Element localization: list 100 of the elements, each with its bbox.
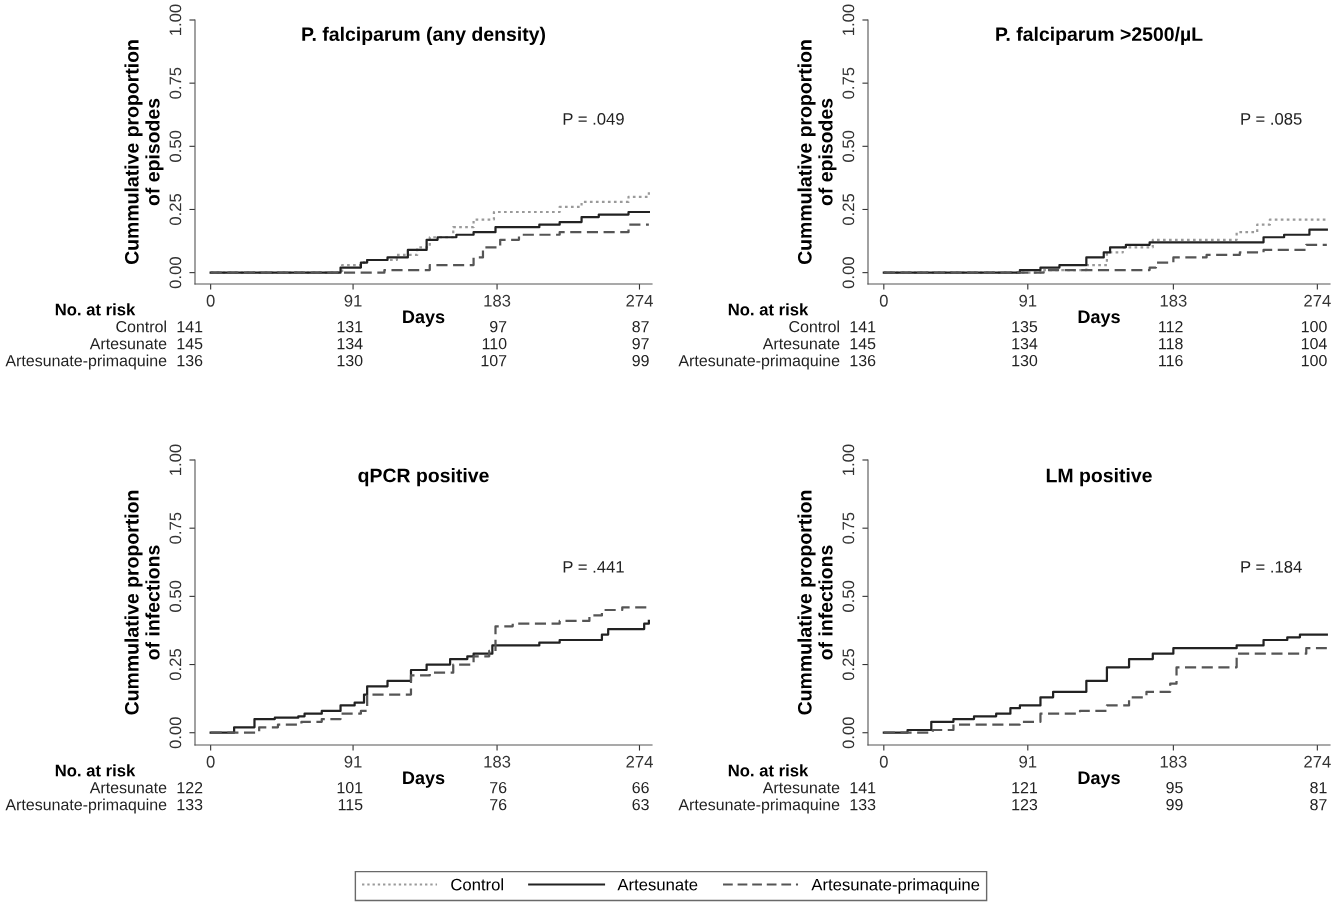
x-tick-label: 183 xyxy=(484,294,511,307)
text: 101 xyxy=(337,781,363,794)
text: No. at risk xyxy=(728,764,809,777)
y-axis-title: Cummulative proportion of episodes xyxy=(124,40,164,265)
text: 121 xyxy=(1012,781,1038,794)
x-tick-label: 91 xyxy=(1019,755,1037,768)
legend-label: Artesunate-primaquine xyxy=(811,878,980,894)
x-tick-label: 91 xyxy=(344,294,362,307)
y-tick-label: 0.50 xyxy=(169,130,182,162)
text: 133 xyxy=(177,798,203,811)
text: Artesunate xyxy=(89,782,167,794)
text: 134 xyxy=(1012,337,1038,350)
x-tick-label: 183 xyxy=(1160,755,1187,768)
text: 141 xyxy=(177,321,203,333)
x-axis-title: Days xyxy=(1078,310,1120,327)
text: Control xyxy=(789,320,839,333)
text: No. at risk xyxy=(728,303,809,316)
chart-title: LM positive xyxy=(1046,468,1152,487)
text: 107 xyxy=(481,354,507,367)
text: 116 xyxy=(1159,354,1183,367)
text: 87 xyxy=(1310,798,1327,811)
text: 112 xyxy=(1159,320,1183,333)
text: 130 xyxy=(1012,354,1038,367)
text: 81 xyxy=(1310,781,1327,794)
x-tick-label: 274 xyxy=(626,755,653,768)
text: 76 xyxy=(490,781,507,794)
x-tick-label: 0 xyxy=(206,755,215,768)
text: Artesunate-primaquine xyxy=(678,798,840,814)
y-tick-label: 0.00 xyxy=(169,717,182,749)
y-axis-title: Cummulative proportion of infections xyxy=(124,490,160,715)
y-tick-label: 0.00 xyxy=(169,257,182,289)
x-tick-label: 183 xyxy=(484,755,511,768)
text: 97 xyxy=(632,337,649,350)
y-tick-label: 0.50 xyxy=(842,580,855,612)
chart-title: P. falciparum (any density) xyxy=(302,26,546,45)
text: 95 xyxy=(1166,781,1183,794)
x-tick-label: 274 xyxy=(1304,294,1331,307)
text: 141 xyxy=(850,321,876,333)
y-tick-label: 1.00 xyxy=(169,444,182,475)
x-axis-title: Days xyxy=(1078,771,1120,788)
text: 63 xyxy=(632,798,649,811)
text: 136 xyxy=(850,354,876,367)
y-tick-label: 0.25 xyxy=(842,649,855,681)
text: 118 xyxy=(1159,337,1183,350)
text: 115 xyxy=(338,799,363,811)
x-tick-label: 0 xyxy=(206,294,215,307)
chart-title: P. falciparum >2500/µL xyxy=(996,26,1203,45)
text: 99 xyxy=(1166,798,1183,811)
text: 123 xyxy=(1012,798,1038,811)
text: 104 xyxy=(1301,337,1327,350)
x-tick-label: 274 xyxy=(1304,755,1331,768)
text: 136 xyxy=(177,354,203,367)
text: 145 xyxy=(850,338,876,350)
text: 99 xyxy=(632,354,649,367)
y-tick-label: 0.00 xyxy=(842,717,855,749)
text: 110 xyxy=(482,337,507,350)
text: 131 xyxy=(337,320,363,333)
text: 133 xyxy=(850,798,876,811)
y-tick-label: 1.00 xyxy=(169,4,182,35)
x-tick-label: 274 xyxy=(626,294,653,307)
text: 134 xyxy=(337,337,363,350)
text: 122 xyxy=(177,781,203,794)
x-tick-label: 183 xyxy=(1160,294,1187,307)
text: No. at risk xyxy=(55,764,136,777)
annotation: P = .085 xyxy=(1241,112,1302,125)
annotation: P = .184 xyxy=(1241,560,1302,573)
y-tick-label: 0.50 xyxy=(169,580,182,612)
text: Artesunate-primaquine xyxy=(678,354,840,370)
y-tick-label: 0.00 xyxy=(842,257,855,289)
y-tick-label: 0.75 xyxy=(842,67,855,99)
text: 76 xyxy=(490,798,507,811)
text: No. at risk xyxy=(55,303,136,316)
x-tick-label: 91 xyxy=(1019,294,1037,307)
y-tick-label: 0.75 xyxy=(169,512,182,544)
text: Control xyxy=(116,320,166,333)
y-axis-title: Cummulative proportion of episodes xyxy=(797,40,837,265)
y-tick-label: 0.25 xyxy=(842,193,855,226)
x-tick-label: 0 xyxy=(879,755,888,768)
x-tick-label: 0 xyxy=(879,294,888,307)
text: 97 xyxy=(490,320,507,333)
y-tick-label: 0.25 xyxy=(169,649,182,681)
text: 100 xyxy=(1301,320,1327,333)
text: 130 xyxy=(337,354,363,367)
text: 141 xyxy=(850,782,876,794)
text: 135 xyxy=(1012,320,1038,333)
text: 87 xyxy=(632,320,649,333)
y-tick-label: 0.75 xyxy=(842,512,855,544)
text: Artesunate xyxy=(762,782,840,794)
y-tick-label: 1.00 xyxy=(842,4,855,35)
x-axis-title: Days xyxy=(403,310,445,327)
text: 66 xyxy=(632,781,649,794)
annotation: P = .049 xyxy=(563,112,624,125)
y-tick-label: 0.25 xyxy=(169,193,182,226)
text: Artesunate xyxy=(89,338,167,350)
y-axis-title: Cummulative proportion of infections xyxy=(797,490,833,715)
y-tick-label: 1.00 xyxy=(842,444,855,475)
chart-title: qPCR positive xyxy=(358,468,489,487)
x-axis-title: Days xyxy=(403,771,445,788)
text: Artesunate-primaquine xyxy=(5,798,167,814)
text: Artesunate-primaquine xyxy=(5,354,167,370)
